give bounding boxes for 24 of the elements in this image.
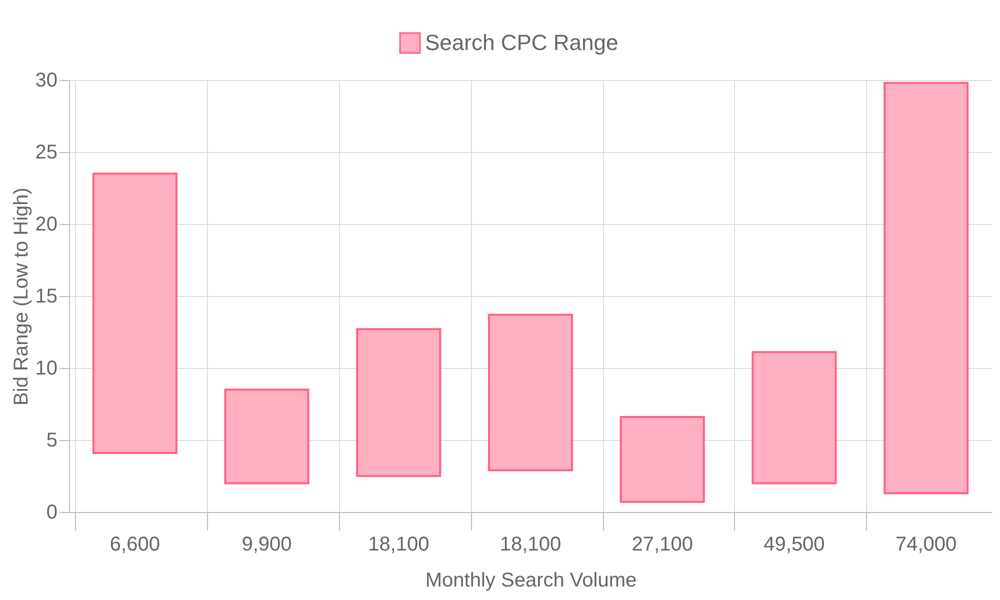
bar bbox=[752, 351, 837, 484]
x-tick-label: 18,100 bbox=[500, 534, 562, 556]
x-tick-label: 49,500 bbox=[764, 534, 825, 556]
y-tick-label: 5 bbox=[46, 430, 58, 452]
y-tick-label: 30 bbox=[35, 70, 58, 92]
y-tick-label: 20 bbox=[35, 214, 58, 236]
x-tick-label: 18,100 bbox=[368, 534, 430, 556]
x-axis-title: Monthly Search Volume bbox=[425, 570, 637, 592]
legend-label: Search CPC Range bbox=[425, 30, 618, 55]
y-tick-label: 10 bbox=[35, 358, 58, 380]
y-axis-title: Bid Range (Low to High) bbox=[10, 188, 32, 406]
x-tick-label: 9,900 bbox=[242, 534, 292, 556]
bar bbox=[224, 388, 310, 484]
y-tick-label: 25 bbox=[35, 142, 58, 164]
x-tick-label: 27,100 bbox=[632, 534, 693, 556]
y-tick-label: 0 bbox=[46, 502, 58, 524]
bar bbox=[488, 314, 574, 472]
x-tick-label: 74,000 bbox=[895, 534, 957, 556]
y-tick-label: 15 bbox=[35, 286, 58, 308]
bar bbox=[620, 416, 705, 503]
bar bbox=[884, 82, 969, 494]
x-tick-label: 6,600 bbox=[110, 534, 160, 556]
bar bbox=[92, 172, 178, 454]
bar bbox=[356, 328, 442, 477]
